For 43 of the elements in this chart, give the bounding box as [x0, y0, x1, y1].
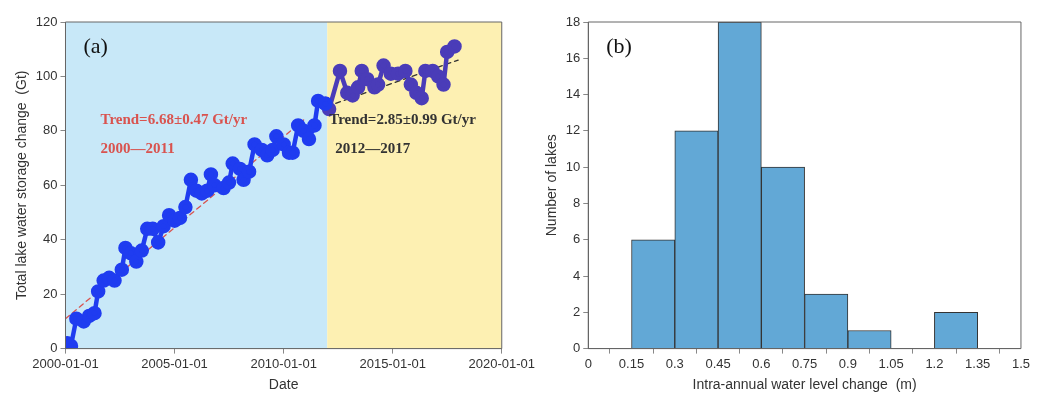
annotation: Trend=6.68±0.47 Gt/yr [100, 110, 248, 127]
y-tick-label: 0 [573, 340, 581, 356]
x-tick-label: 0.6 [752, 355, 771, 371]
y-tick-label: 0 [50, 340, 58, 356]
y-tick-label: 6 [573, 231, 581, 247]
x-tick-label: 0.75 [791, 355, 818, 371]
annotation: 2000—2011 [100, 140, 175, 157]
x-axis-title: Intra-annual water level change (m) [692, 376, 917, 393]
x-tick-label: 0.9 [838, 355, 857, 371]
x-tick-label: 1.5 [1011, 355, 1030, 371]
x-tick-label: 0.3 [665, 355, 684, 371]
x-tick-label: 0.45 [705, 355, 731, 371]
y-tick-label: 14 [565, 86, 581, 102]
x-tick-label: 1.35 [965, 355, 991, 371]
x-tick-label: 1.05 [878, 355, 904, 371]
y-tick-label: 4 [573, 267, 581, 283]
annotation: (a) [83, 32, 108, 58]
x-tick-label: 1.2 [925, 355, 944, 371]
y-axis-title: Number of lakes [543, 134, 560, 237]
x-tick-label: 2020-01-01 [468, 355, 535, 371]
y-tick-label: 40 [43, 231, 58, 247]
x-tick-label: 2005-01-01 [141, 355, 208, 371]
y-tick-label: 60 [43, 176, 58, 192]
y-tick-label: 12 [565, 122, 581, 138]
y-axis-title: Total lake water storage change (Gt) [13, 70, 30, 301]
y-tick-label: 18 [565, 13, 581, 29]
y-tick-label: 100 [35, 68, 58, 84]
x-axis-title: Date [268, 376, 299, 393]
y-tick-label: 20 [43, 285, 58, 301]
y-tick-label: 2 [573, 303, 581, 319]
y-tick-label: 10 [565, 158, 581, 174]
y-tick-label: 120 [35, 13, 58, 29]
x-tick-label: 2000-01-01 [32, 355, 99, 371]
x-tick-label: 0.15 [618, 355, 645, 371]
x-tick-label: 2015-01-01 [359, 355, 426, 371]
y-tick-label: 8 [573, 195, 581, 211]
x-tick-label: 2010-01-01 [250, 355, 317, 371]
y-tick-label: 16 [565, 49, 581, 65]
x-tick-label: 0 [584, 355, 592, 371]
annotation: 2012—2017 [335, 140, 411, 157]
annotation: Trend=2.85±0.99 Gt/yr [329, 110, 477, 127]
y-tick-label: 80 [43, 122, 58, 138]
annotation: (b) [606, 32, 632, 58]
